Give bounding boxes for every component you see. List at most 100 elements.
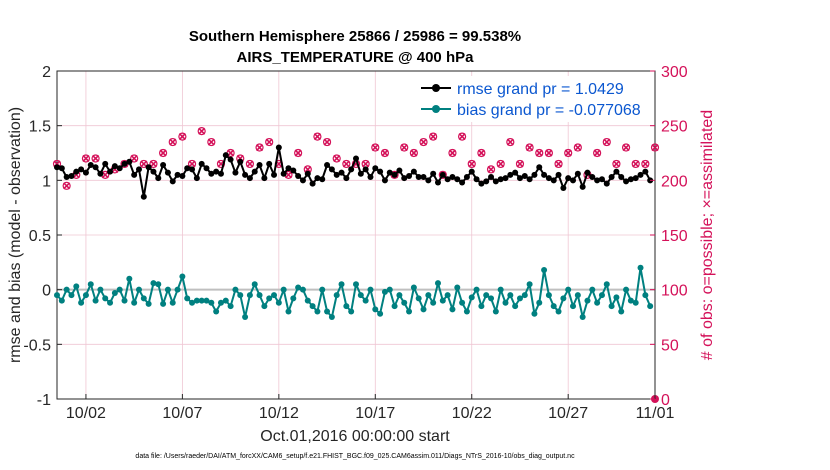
bias-point [232,286,239,293]
x-axis-ticks: 10/02 10/07 10/12 10/17 10/22 10/27 11/01 [66,394,675,422]
bias-point [328,314,335,320]
obs-possible-point [81,154,91,163]
bias-point [367,286,374,293]
obs-possible-point [207,137,216,147]
obs-assimilated-point [265,138,273,146]
obs-possible-point [448,148,457,158]
bias-point [338,281,345,288]
bias-point [164,286,171,293]
obs-possible-point [486,165,496,174]
rmse-point [608,174,615,181]
bias-point [343,303,350,310]
bias-point [632,299,639,306]
obs-assimilated-point [526,143,534,152]
obs-possible-point [380,148,390,158]
bias-point [126,275,133,282]
bias-point [613,294,620,301]
obs-assimilated-point [400,143,408,152]
y-tick-label: 1 [42,173,51,190]
bias-point [541,266,548,273]
rmse-point [367,174,374,181]
obs-assimilated-point [246,160,254,168]
rmse-point [386,169,393,176]
obs-assimilated-point [506,138,514,146]
bias-point [169,299,176,306]
bias-point [401,299,408,306]
obs-assimilated-point [574,143,582,152]
obs-possible-point [149,159,158,169]
rmse-point [526,176,533,183]
obs-assimilated-point [545,149,553,157]
bias-point [319,286,326,293]
x-tick-label: 10/02 [66,405,106,422]
bias-point [227,303,234,310]
rmse-point [237,158,244,165]
rmse-point [420,174,427,181]
rmse-point [280,170,287,177]
rmse-point [623,178,630,185]
rmse-point [618,174,625,181]
obs-assimilated-point [304,165,312,173]
bias-point [135,286,142,293]
rmse-point [377,168,384,175]
rmse-point [444,176,451,183]
obs-possible-point [158,148,168,158]
rmse-point [246,175,253,182]
bias-point [550,303,557,310]
rmse-point [169,178,176,185]
y-tick-label: -1 [37,392,51,409]
bias-point [381,288,388,295]
bias-point [377,310,384,317]
y-tick-label: 0 [42,283,51,300]
bias-point [637,264,644,271]
obs-possible-point [438,170,447,179]
obs-possible-point [496,159,505,169]
rmse-point [468,168,475,175]
obs-possible-point [631,159,640,169]
bias-point [516,295,523,302]
bias-point [208,299,215,306]
rmse-point [68,172,75,179]
bias-point [357,292,364,299]
y-tick-label: 2 [42,64,51,81]
obs-assimilated-point [159,149,167,157]
obs-possible-point [641,159,650,169]
obs-assimilated-point [419,138,428,146]
bias-point [140,295,147,302]
rmse-point [353,155,359,162]
rmse-point [82,169,89,176]
rmse-point [555,171,562,178]
rmse-point [213,168,220,175]
y-tick-label: 1.5 [29,119,51,136]
rmse-point [193,175,200,182]
rmse-point [222,152,229,159]
obs-assimilated-point [333,154,341,163]
bias-point [314,308,321,315]
rmse-point [627,176,634,183]
rmse-point [589,174,596,181]
rmse-point [497,176,504,183]
bias-point [295,284,302,291]
bias-point [627,297,634,304]
bias-point [198,297,205,304]
bias-point [589,286,596,293]
rmse-point [97,170,104,177]
obs-possible-point [313,132,322,141]
bias-point [189,299,196,306]
bias-point [410,284,417,291]
rmse-point [507,171,514,178]
bias-point [73,283,80,290]
bias-point [353,281,359,288]
rmse-point [478,180,485,187]
rmse-point [189,166,196,173]
bias-point [155,281,162,288]
bias-point [309,303,316,310]
rmse-point [333,171,340,178]
rmse-point [338,169,345,176]
rmse-point [521,172,528,179]
bias-series [54,264,654,320]
bias-point [150,280,157,287]
bias-point [584,297,591,304]
bias-point [415,295,422,302]
chart-subtitle: AIRS_TEMPERATURE @ 400 hPa [237,49,475,66]
